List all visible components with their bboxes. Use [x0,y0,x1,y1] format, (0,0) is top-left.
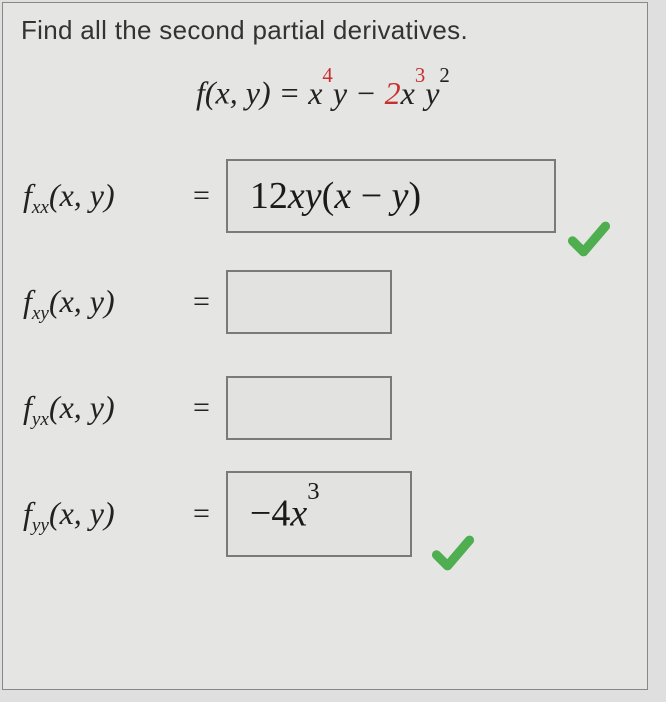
derivative-rows: fxx(x, y)=12xy(x − y)fxy(x, y)=fyx(x, y)… [21,150,629,560]
derivative-row: fyx(x, y)= [21,362,629,454]
derivative-label: fyx(x, y) [21,389,191,426]
equals-sign: = [193,179,210,213]
function-rhs: x4y − 2x3y2 [308,75,450,111]
answer-input[interactable] [226,270,392,334]
answer-value: 12xy(x − y) [250,174,421,218]
answer-input[interactable]: −4x3 [226,471,412,557]
answer-input[interactable]: 12xy(x − y) [226,159,556,233]
derivative-row: fyy(x, y)= −4x3 [21,468,629,560]
derivative-label: fyy(x, y) [21,495,191,532]
equals-sign: = [193,391,210,425]
correct-check-icon [431,531,475,583]
function-lhs: f(x, y) = [196,75,308,111]
derivative-row: fxx(x, y)= 12xy(x − y) [21,150,629,242]
equals-sign: = [193,497,210,531]
derivative-row: fxy(x, y)= [21,256,629,348]
prompt-text: Find all the second partial derivatives. [21,15,629,46]
derivative-label: fxx(x, y) [21,177,191,214]
equals-sign: = [193,285,210,319]
function-definition: f(x, y) = x4y − 2x3y2 [196,74,629,112]
derivative-label: fxy(x, y) [21,283,191,320]
answer-value: −4x3 [250,491,320,536]
answer-input[interactable] [226,376,392,440]
question-panel: Find all the second partial derivatives.… [2,2,648,690]
